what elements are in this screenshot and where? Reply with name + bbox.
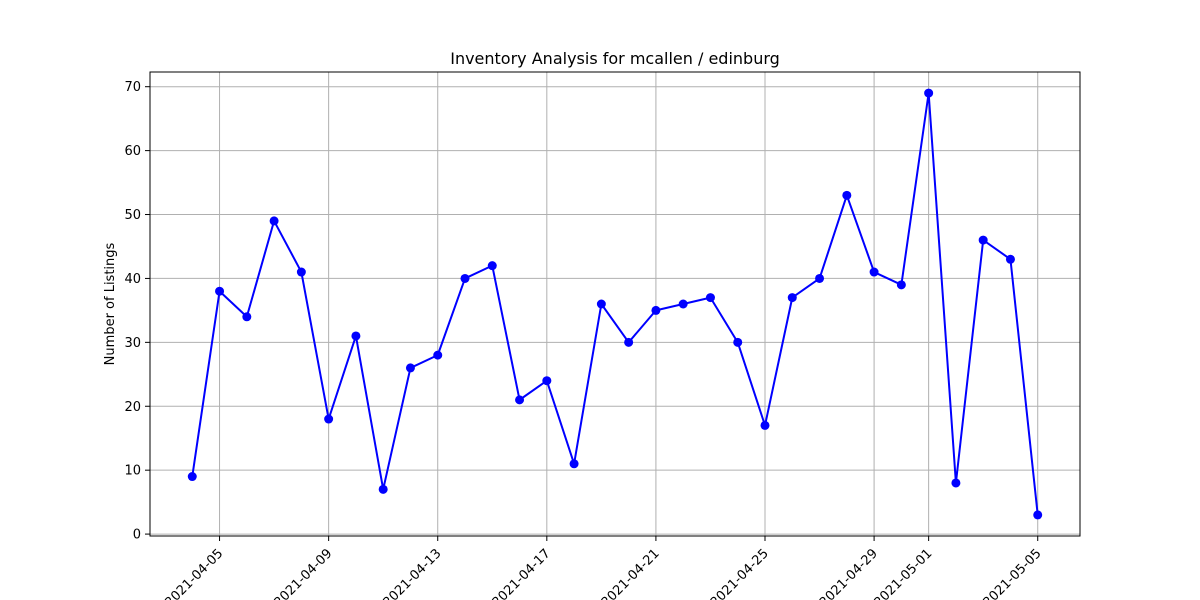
data-point	[569, 459, 579, 469]
y-tick-label: 0	[133, 528, 141, 543]
y-tick-label: 70	[124, 80, 141, 95]
y-tick-label: 50	[124, 208, 141, 223]
y-tick-label: 10	[124, 464, 141, 479]
y-tick-label: 60	[124, 144, 141, 159]
plot-frame	[149, 71, 1081, 537]
data-point	[187, 472, 197, 482]
data-point	[951, 478, 961, 488]
y-tick-label: 20	[124, 400, 141, 415]
grid-lines	[150, 72, 1080, 536]
data-point	[351, 331, 361, 341]
data-point	[542, 376, 552, 386]
data-point	[215, 286, 225, 296]
data-point	[433, 350, 443, 360]
data-point	[242, 312, 252, 322]
data-point	[678, 299, 688, 309]
data-point	[705, 293, 715, 303]
series-line	[191, 92, 1039, 516]
y-axis-label: Number of Listings	[103, 242, 118, 365]
data-point	[378, 484, 388, 494]
data-point	[787, 293, 797, 303]
data-point	[324, 414, 334, 424]
y-tick-label: 40	[124, 272, 141, 287]
data-point	[924, 88, 934, 98]
data-point	[842, 190, 852, 200]
data-point	[1033, 510, 1043, 520]
data-point	[405, 363, 415, 373]
data-point	[460, 273, 470, 283]
y-tick-label: 30	[124, 336, 141, 351]
data-point	[733, 337, 743, 347]
chart-title: Inventory Analysis for mcallen / edinbur…	[450, 49, 780, 68]
series-layer	[187, 88, 1043, 520]
data-point	[515, 395, 525, 405]
data-point	[896, 280, 906, 290]
data-point	[978, 235, 988, 245]
data-point	[869, 267, 879, 277]
data-point	[487, 261, 497, 271]
data-point	[651, 305, 661, 315]
data-point	[269, 216, 279, 226]
data-point	[624, 337, 634, 347]
data-point	[296, 267, 306, 277]
data-point	[815, 273, 825, 283]
data-point	[1005, 254, 1015, 264]
data-point	[760, 420, 770, 430]
data-point	[596, 299, 606, 309]
